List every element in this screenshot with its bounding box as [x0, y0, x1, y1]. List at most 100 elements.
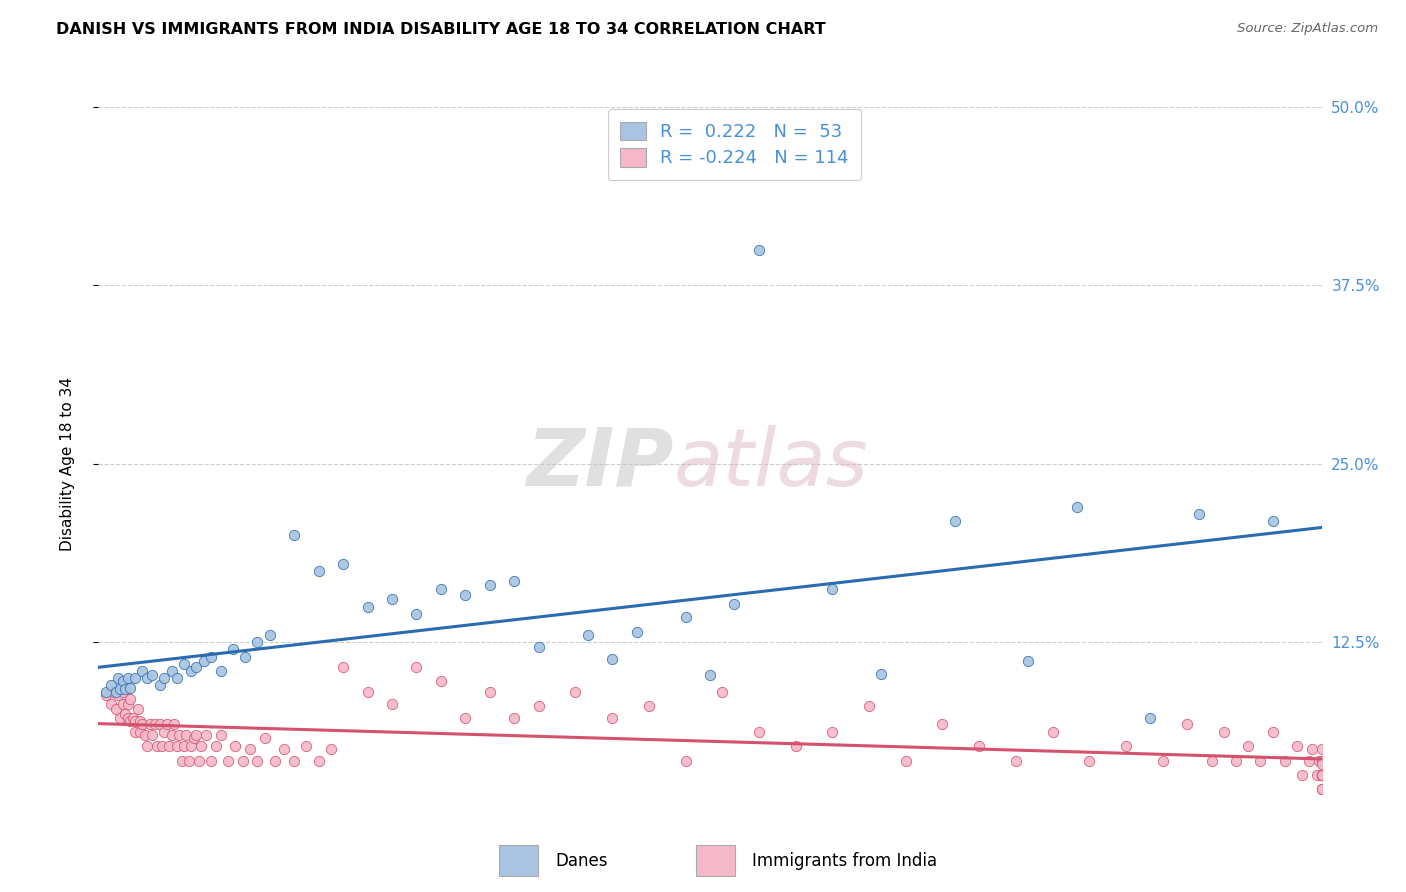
Point — [253, 731, 276, 745]
Point — [1188, 507, 1211, 521]
Point — [308, 754, 330, 768]
Point — [141, 728, 163, 742]
Y-axis label: Disability Age 18 to 34: Disability Age 18 to 34 — [60, 376, 75, 551]
Point — [1291, 768, 1313, 782]
Point — [94, 685, 117, 699]
Point — [124, 725, 146, 739]
Text: atlas: atlas — [673, 425, 868, 503]
Point — [527, 699, 550, 714]
Point — [200, 754, 222, 768]
Point — [943, 514, 966, 528]
Point — [163, 716, 186, 731]
Point — [134, 728, 156, 742]
Point — [356, 685, 378, 699]
Point — [503, 574, 526, 588]
Point — [711, 685, 734, 699]
Point — [821, 582, 844, 597]
Point — [626, 625, 648, 640]
Text: ZIP: ZIP — [526, 425, 673, 503]
Text: Source: ZipAtlas.com: Source: ZipAtlas.com — [1237, 22, 1378, 36]
Point — [1139, 711, 1161, 725]
Point — [233, 649, 256, 664]
Point — [139, 716, 162, 731]
Point — [104, 702, 127, 716]
Point — [576, 628, 599, 642]
Point — [107, 688, 129, 702]
Point — [1310, 754, 1333, 768]
Point — [146, 739, 169, 754]
Point — [894, 754, 917, 768]
Point — [1017, 654, 1039, 668]
Point — [117, 711, 139, 725]
Point — [319, 742, 342, 756]
Point — [224, 739, 246, 754]
Point — [120, 714, 142, 728]
Point — [1286, 739, 1309, 754]
Point — [131, 664, 153, 678]
Text: Danes: Danes — [555, 852, 607, 870]
Point — [190, 739, 212, 754]
Point — [295, 739, 318, 754]
Point — [100, 697, 122, 711]
Point — [173, 739, 195, 754]
Point — [136, 671, 159, 685]
Point — [283, 528, 305, 542]
Point — [503, 711, 526, 725]
Point — [1310, 768, 1333, 782]
Text: Immigrants from India: Immigrants from India — [752, 852, 938, 870]
Point — [100, 678, 122, 692]
Point — [180, 739, 202, 754]
Point — [723, 597, 745, 611]
Point — [638, 699, 661, 714]
Point — [1078, 754, 1101, 768]
Point — [1310, 782, 1333, 797]
Point — [675, 609, 697, 624]
Point — [1042, 725, 1064, 739]
Point — [124, 714, 146, 728]
Point — [381, 592, 404, 607]
Point — [209, 728, 232, 742]
Point — [120, 692, 142, 706]
Point — [1301, 742, 1323, 756]
Point — [454, 711, 477, 725]
Point — [114, 682, 136, 697]
Point — [170, 754, 193, 768]
Point — [931, 716, 953, 731]
Point — [183, 731, 205, 745]
Point — [332, 659, 354, 673]
Point — [699, 668, 721, 682]
Point — [111, 697, 134, 711]
Point — [246, 635, 269, 649]
Point — [156, 716, 179, 731]
Point — [1115, 739, 1137, 754]
Point — [200, 649, 222, 664]
Point — [131, 716, 153, 731]
Text: DANISH VS IMMIGRANTS FROM INDIA DISABILITY AGE 18 TO 34 CORRELATION CHART: DANISH VS IMMIGRANTS FROM INDIA DISABILI… — [56, 22, 825, 37]
Point — [1310, 742, 1333, 756]
Point — [1237, 739, 1260, 754]
Point — [129, 725, 152, 739]
Point — [600, 711, 623, 725]
Point — [478, 578, 501, 592]
Point — [157, 739, 180, 754]
Point — [141, 668, 163, 682]
Point — [381, 697, 404, 711]
Point — [186, 728, 208, 742]
Point — [111, 685, 134, 699]
Point — [94, 688, 117, 702]
Point — [1066, 500, 1088, 514]
Point — [104, 685, 127, 699]
Point — [273, 742, 295, 756]
Point — [821, 725, 844, 739]
Point — [454, 588, 477, 602]
Point — [748, 725, 770, 739]
Point — [246, 754, 269, 768]
Point — [150, 739, 173, 754]
Point — [1310, 782, 1333, 797]
Point — [1306, 768, 1329, 782]
Point — [1274, 754, 1296, 768]
Point — [110, 682, 132, 697]
Point — [187, 754, 209, 768]
Legend: R =  0.222   N =  53, R = -0.224   N = 114: R = 0.222 N = 53, R = -0.224 N = 114 — [607, 109, 862, 180]
Point — [1298, 754, 1320, 768]
